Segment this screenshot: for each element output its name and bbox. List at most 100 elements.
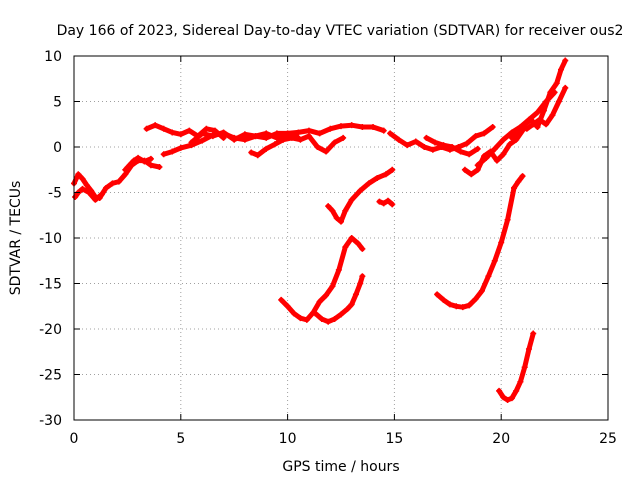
series-trace	[248, 133, 346, 158]
data-point	[327, 125, 334, 132]
data-point	[562, 57, 569, 64]
y-tick-label: -25	[39, 368, 62, 384]
track-18	[511, 173, 526, 191]
y-tick-label: -15	[39, 277, 62, 293]
data-point	[555, 98, 562, 105]
data-point	[429, 146, 436, 153]
data-point	[297, 136, 304, 143]
data-point	[493, 157, 500, 164]
data-point	[199, 130, 206, 137]
data-point	[323, 148, 330, 155]
data-point	[530, 121, 537, 128]
data-point	[231, 136, 238, 143]
data-point	[160, 151, 167, 158]
data-point	[72, 194, 79, 201]
x-axis-label: GPS time / hours	[282, 459, 399, 475]
track-4	[143, 122, 227, 141]
data-point	[79, 175, 86, 182]
data-point	[370, 123, 377, 130]
data-point	[177, 144, 184, 151]
data-series	[71, 57, 569, 403]
data-point	[75, 171, 82, 178]
data-point	[318, 315, 325, 322]
data-point	[491, 257, 498, 264]
data-point	[135, 154, 142, 161]
data-point	[412, 138, 419, 145]
series-trace	[434, 185, 517, 310]
data-point	[468, 171, 475, 178]
data-point	[169, 129, 176, 136]
data-point	[312, 310, 319, 317]
data-point	[156, 164, 163, 171]
data-point	[474, 145, 481, 152]
data-point	[147, 155, 154, 162]
data-point	[188, 139, 195, 146]
data-point	[421, 144, 428, 150]
data-point	[352, 291, 359, 298]
y-tick-label: 0	[53, 140, 62, 156]
series-trace	[462, 128, 526, 177]
track-14	[434, 184, 518, 311]
data-point	[547, 89, 554, 96]
data-point	[295, 129, 302, 136]
data-point	[209, 133, 216, 140]
data-point	[496, 387, 503, 394]
data-point	[519, 173, 526, 180]
data-point	[147, 162, 154, 169]
data-point	[515, 130, 522, 137]
data-point	[316, 130, 323, 137]
y-tick-label: -10	[39, 231, 62, 247]
data-point	[331, 315, 338, 322]
data-point	[395, 136, 402, 143]
data-point	[440, 142, 447, 149]
data-point	[382, 171, 389, 178]
data-point	[558, 66, 565, 73]
data-point	[83, 182, 90, 189]
data-point	[103, 184, 110, 191]
data-point	[169, 148, 176, 155]
data-point	[160, 125, 167, 132]
data-point	[380, 127, 387, 134]
data-point	[446, 301, 453, 308]
data-point	[404, 142, 411, 149]
data-point	[523, 125, 530, 132]
data-point	[331, 139, 338, 146]
data-point	[305, 127, 312, 134]
data-point	[478, 287, 485, 294]
data-point	[355, 240, 362, 247]
data-point	[387, 130, 394, 137]
data-point	[534, 109, 541, 116]
data-point	[453, 303, 460, 310]
data-point	[92, 196, 99, 203]
data-point	[329, 283, 336, 290]
data-point	[177, 131, 184, 138]
data-point	[348, 122, 355, 129]
data-point	[348, 196, 355, 203]
data-point	[504, 396, 511, 403]
data-point	[248, 149, 255, 156]
data-point	[472, 133, 479, 140]
data-point	[431, 139, 438, 146]
data-point	[357, 187, 364, 194]
data-point	[359, 245, 366, 252]
data-point	[365, 180, 372, 187]
data-point	[273, 130, 280, 137]
data-point	[333, 214, 340, 221]
track-10	[325, 166, 396, 225]
data-point	[325, 318, 332, 325]
data-point	[254, 152, 261, 159]
data-point	[517, 378, 524, 385]
data-point	[513, 387, 520, 394]
data-point	[500, 151, 507, 158]
data-point	[389, 201, 396, 208]
data-point	[357, 280, 364, 287]
data-point	[109, 180, 116, 187]
y-tick-label: -20	[39, 322, 62, 338]
data-point	[515, 178, 522, 185]
data-point	[316, 298, 323, 305]
data-point	[329, 207, 336, 214]
data-point	[130, 157, 137, 164]
x-tick-label: 5	[176, 431, 185, 447]
data-point	[485, 273, 492, 280]
grid-lines	[74, 56, 608, 420]
